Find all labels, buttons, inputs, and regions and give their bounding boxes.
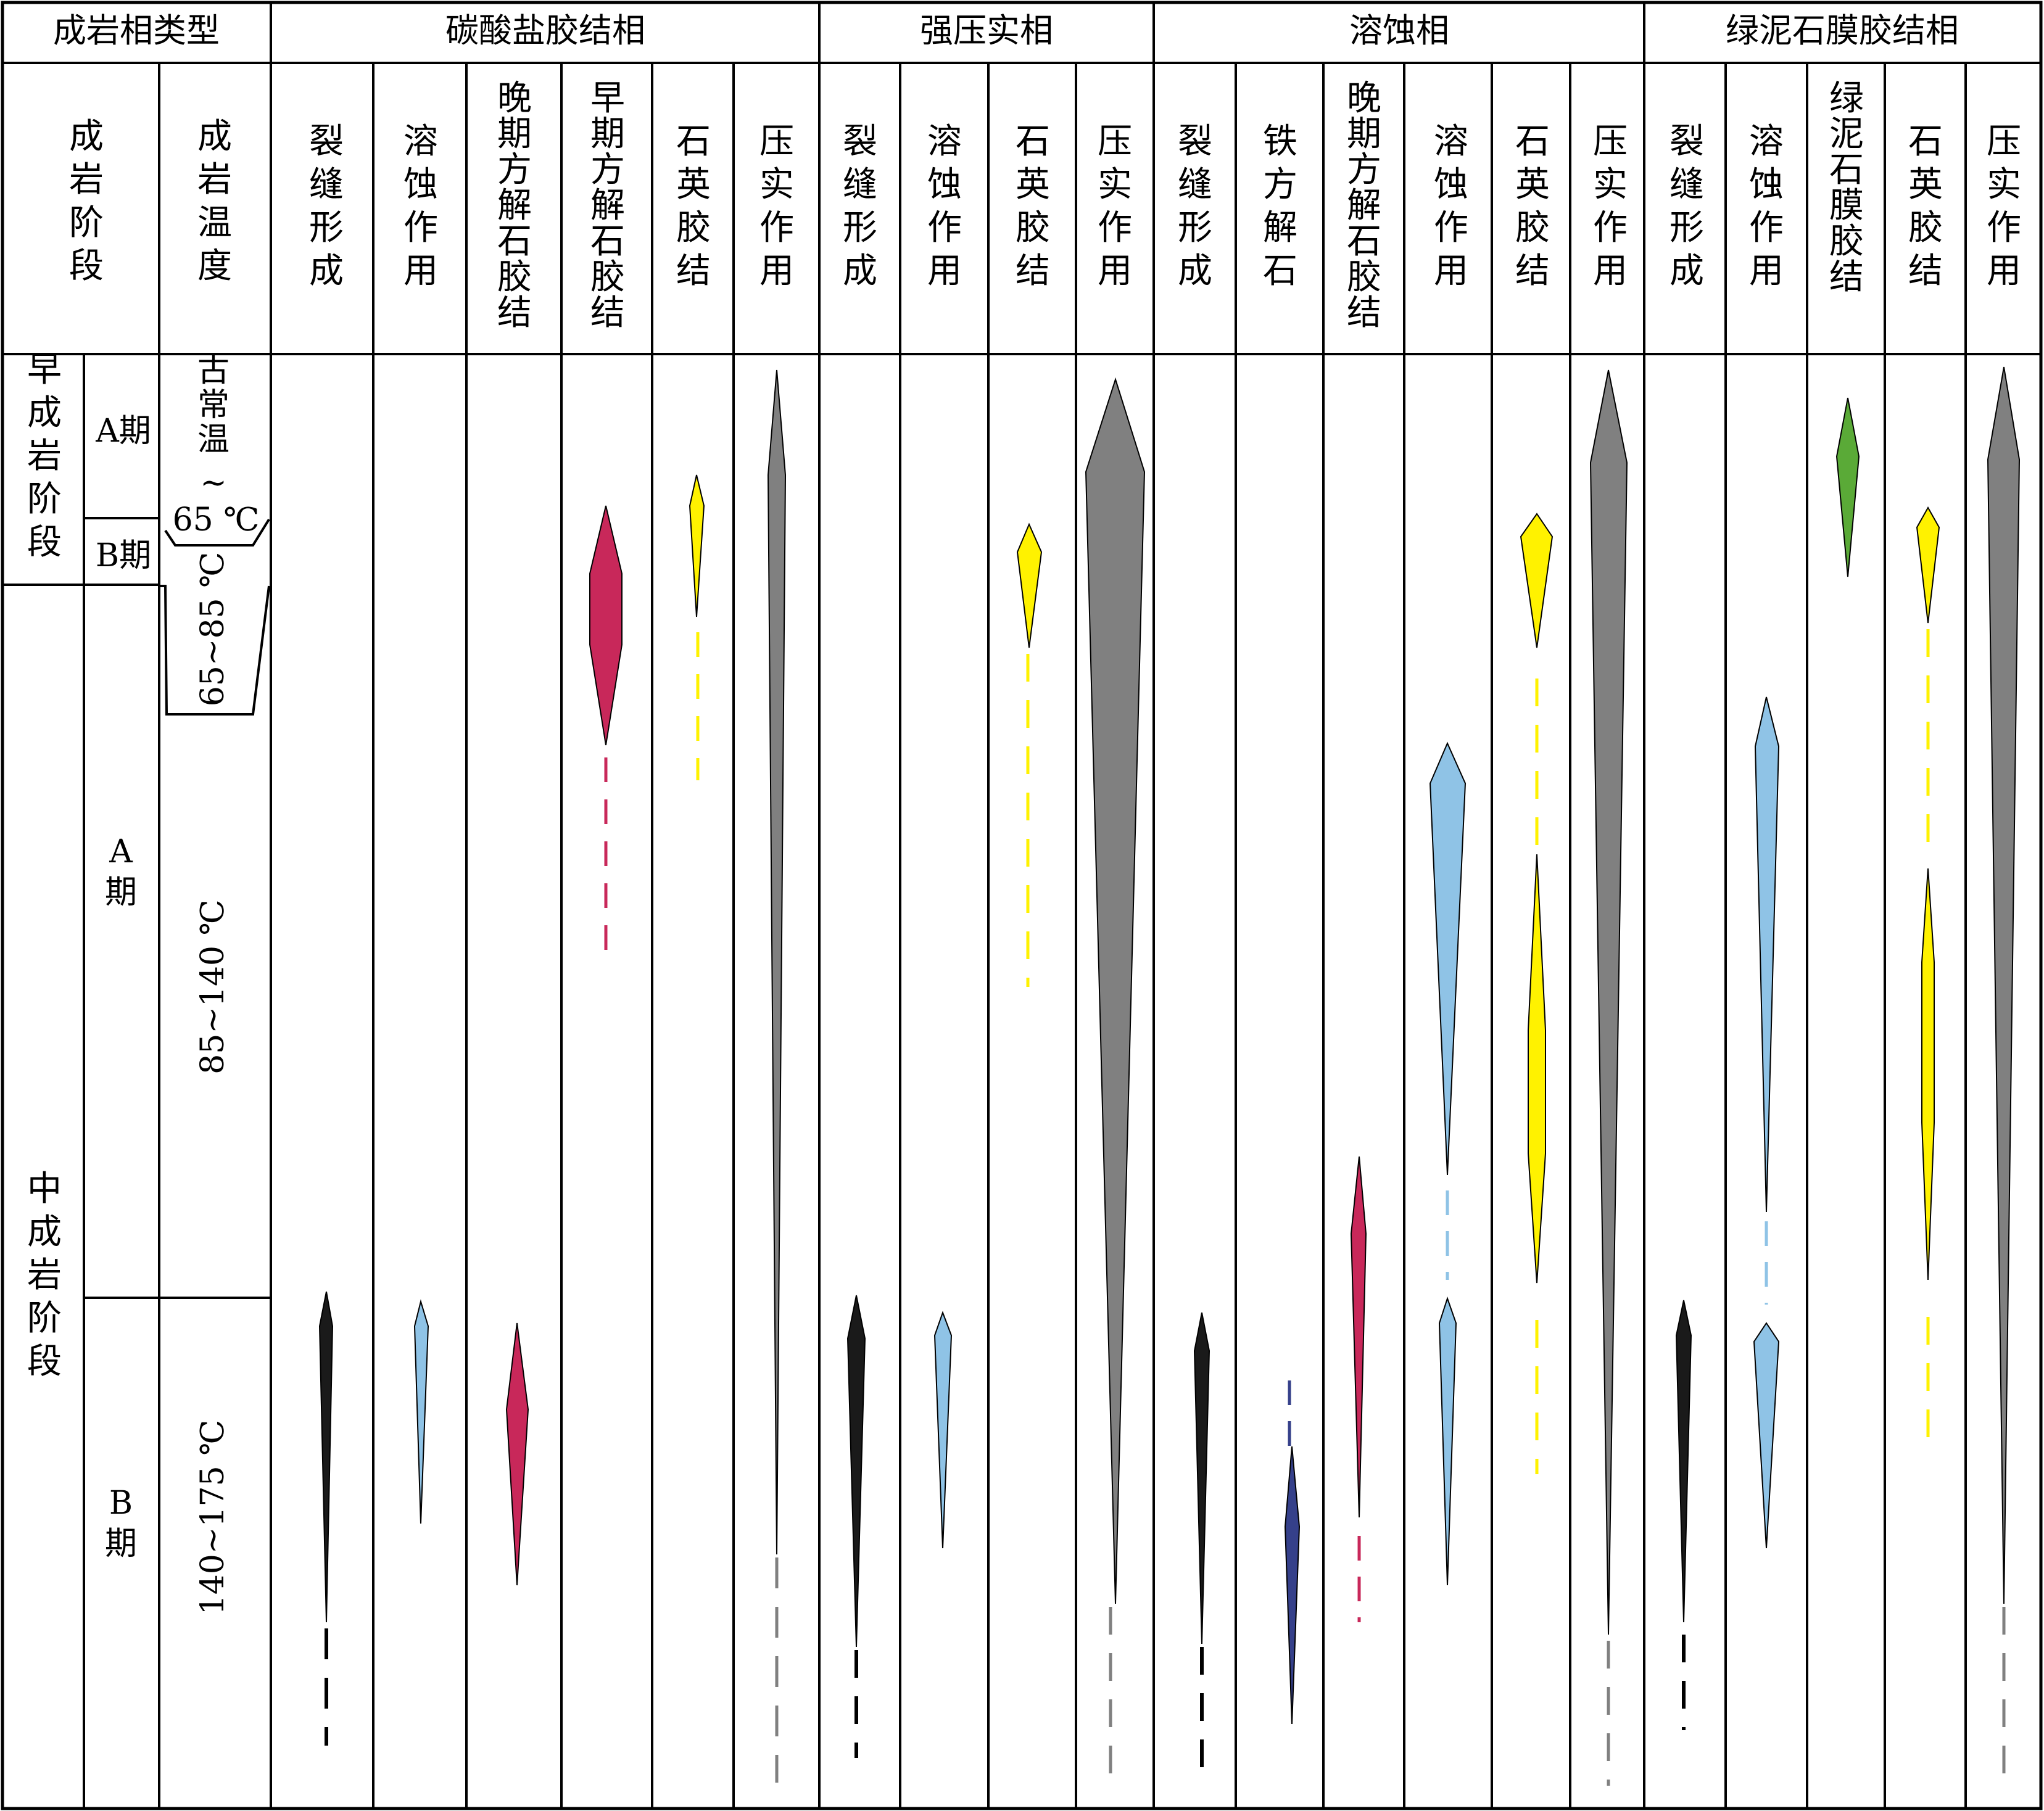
early-stage-b: B期	[96, 537, 151, 574]
process-marks	[318, 366, 2021, 1786]
column-header-18: 绿泥石膜胶结	[1829, 78, 1864, 297]
quartz-spindle	[1528, 854, 1546, 1284]
dissolution-spindle	[1438, 1296, 1457, 1586]
temperature-85-140: 85~140 ℃	[194, 899, 231, 1075]
process-column-headers: 裂缝形成 溶蚀作用 晚期方解石胶结 早期方解石胶结 石英胶结 压实作用 裂缝形成 溶蚀作用 石英…	[309, 78, 2021, 333]
stage-column-header: 成岩阶段	[69, 117, 104, 286]
column-header-15: 压实作用	[1593, 122, 1628, 291]
fracture-spindle	[1193, 1312, 1210, 1644]
fracture-spindle	[318, 1291, 334, 1623]
dissolution-spindle	[1753, 1322, 1780, 1549]
middle-diagenesis-stage: 中成岩阶段	[27, 1169, 62, 1382]
late-calcite-spindle	[1350, 1156, 1367, 1518]
column-header-20: 压实作用	[1987, 122, 2021, 291]
compaction-spindle	[1987, 366, 2021, 1604]
column-header-0: 裂缝形成	[309, 122, 344, 291]
column-header-13: 溶蚀作用	[1434, 122, 1468, 291]
facies-header-carbonate: 碳酸盐胶结相	[445, 11, 645, 50]
corner-header: 成岩相类型	[53, 11, 220, 50]
column-header-2: 晚期方解石胶结	[497, 78, 532, 333]
dissolution-spindle	[1429, 741, 1467, 1176]
early-stage-a: A期	[95, 413, 151, 450]
dissolution-spindle	[933, 1311, 953, 1549]
dissolution-spindle	[413, 1299, 429, 1524]
column-header-17: 溶蚀作用	[1749, 122, 1784, 291]
column-header-19: 石英胶结	[1908, 122, 1943, 291]
quartz-spindle	[1016, 522, 1043, 648]
column-header-7: 溶蚀作用	[927, 122, 962, 291]
quartz-spindle	[1520, 513, 1554, 648]
column-header-11: 铁方解石	[1263, 122, 1297, 291]
compaction-spindle	[767, 369, 787, 1555]
column-header-9: 压实作用	[1098, 122, 1132, 291]
column-header-6: 裂缝形成	[843, 122, 877, 291]
compaction-spindle	[1085, 377, 1146, 1604]
temperature-ancient-normal: 古常温	[197, 352, 230, 458]
column-header-14: 石英胶结	[1515, 122, 1550, 291]
column-header-10: 裂缝形成	[1178, 122, 1212, 291]
facies-header-compaction: 强压实相	[920, 11, 1053, 50]
column-header-5: 压实作用	[759, 122, 794, 291]
dissolution-spindle	[1754, 696, 1780, 1213]
column-header-8: 石英胶结	[1016, 122, 1050, 291]
chlorite-spindle	[1835, 397, 1860, 577]
temperature-tilde: ~	[200, 464, 227, 501]
facies-header-dissolution: 溶蚀相	[1349, 11, 1449, 50]
quartz-spindle	[1916, 506, 1940, 624]
facies-header-chlorite: 绿泥石膜胶结相	[1726, 11, 1959, 50]
column-header-3: 早期方解石胶结	[590, 78, 625, 333]
compaction-spindle	[1589, 369, 1628, 1635]
temperature-65-85: 65~85 ℃	[194, 552, 231, 707]
temperature-140-175: 140~175 ℃	[194, 1420, 231, 1615]
column-header-1: 溶蚀作用	[403, 122, 438, 291]
fracture-spindle	[846, 1295, 866, 1648]
column-header-16: 裂缝形成	[1670, 122, 1704, 291]
ferrocalcite-spindle	[1284, 1446, 1301, 1725]
early-calcite-spindle	[589, 505, 623, 746]
temperature-column-header: 成岩温度	[197, 117, 232, 286]
fracture-spindle	[1675, 1300, 1692, 1623]
late-calcite-spindle	[505, 1322, 529, 1586]
quartz-spindle	[1921, 868, 1935, 1281]
quartz-spindle	[689, 474, 705, 617]
column-header-12: 晚期方解石胶结	[1347, 78, 1381, 333]
temperature-65: 65 ℃	[173, 501, 260, 538]
column-header-4: 石英胶结	[676, 122, 711, 291]
early-diagenesis-stage: 早成岩阶段	[27, 350, 62, 563]
